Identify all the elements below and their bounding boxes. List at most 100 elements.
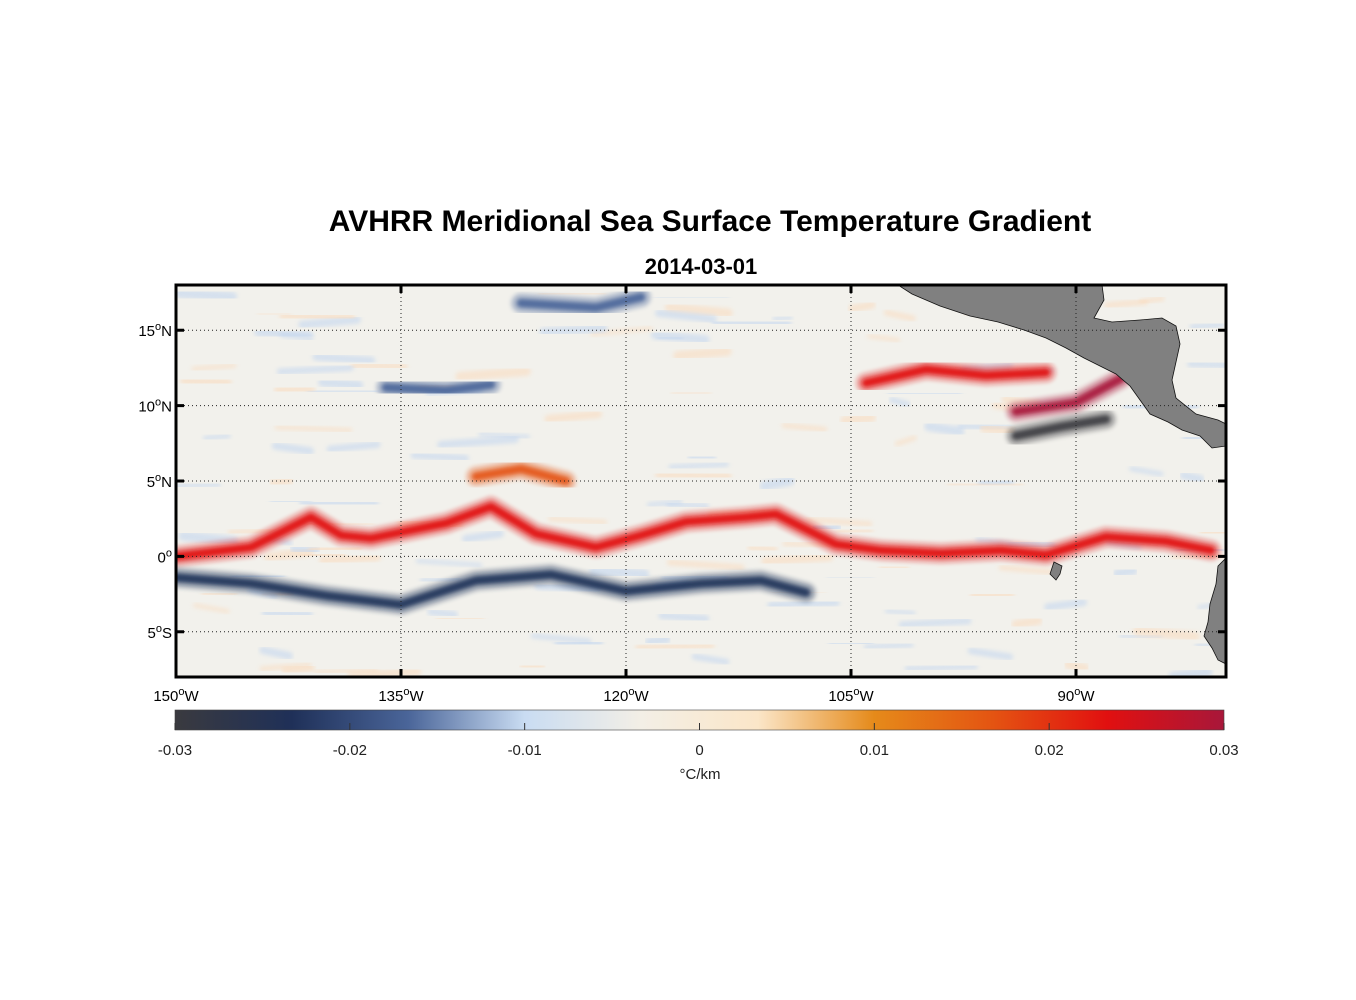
texture-streak [711, 318, 792, 327]
texture-streak [781, 422, 828, 432]
texture-streak [259, 646, 294, 660]
tick-label: 90oW [1058, 686, 1096, 705]
texture-streak [274, 425, 353, 433]
texture-streak [947, 481, 1024, 488]
colorbar-tick-label: 0.02 [1035, 742, 1064, 759]
colorbar-tick-label: 0 [695, 742, 703, 759]
tick-label: 150oW [153, 686, 199, 705]
texture-streak [201, 591, 238, 597]
texture-streak [979, 423, 1016, 436]
texture-streak [691, 653, 730, 665]
texture-streak [687, 453, 717, 462]
texture-streak [863, 642, 914, 650]
texture-streak [544, 409, 603, 424]
texture-streak [654, 309, 717, 323]
texture-streak [924, 421, 965, 437]
texture-streak [271, 442, 314, 455]
tick-label: 10oN [138, 397, 172, 416]
texture-streak [347, 667, 422, 677]
texture-streak [274, 383, 316, 396]
tick-label: 0o [158, 547, 172, 566]
tick-label: 105oW [828, 686, 874, 705]
texture-streak [668, 461, 730, 470]
texture-streak [319, 553, 381, 565]
texture-streak [590, 326, 653, 337]
texture-streak [308, 544, 363, 554]
gradient-features [176, 287, 1221, 615]
texture-streak [1044, 598, 1088, 611]
texture-streak [883, 309, 916, 322]
equatorial-warm-front [176, 502, 1216, 561]
texture-streak [176, 288, 238, 302]
texture-streak [1132, 626, 1200, 642]
grid-lines [176, 285, 1226, 677]
texture-streak [519, 662, 546, 671]
northwest-cold [516, 292, 646, 313]
texture-streak [455, 366, 531, 382]
texture-streak [1138, 296, 1165, 305]
tick-label: 120oW [603, 686, 649, 705]
texture-streak [191, 363, 237, 372]
texture-streak [1194, 642, 1226, 648]
south-cold-band [176, 570, 811, 610]
texture-streak [904, 663, 978, 672]
texture-streak [180, 375, 232, 388]
texture-streak [1179, 471, 1205, 484]
texture-streak [326, 441, 381, 453]
texture-streak [427, 608, 459, 618]
texture-streak [656, 334, 684, 342]
texture-streak [589, 565, 650, 579]
texture-streak [806, 516, 873, 527]
texture-streak [281, 663, 316, 675]
texture-streak [261, 609, 313, 618]
texture-streak [867, 334, 901, 343]
texture-streak [665, 501, 710, 509]
texture-streak [312, 353, 376, 365]
texture-streak [269, 476, 295, 488]
colorbar-ticks: -0.03 -0.02 -0.01 0 0.01 0.02 0.03 [158, 723, 1239, 759]
texture-streak [894, 435, 917, 447]
texture-streak [998, 564, 1059, 576]
north-warm-band [471, 464, 571, 486]
texture-streak [410, 451, 470, 462]
texture-streak [314, 668, 379, 675]
land-mask [897, 285, 1226, 665]
colorbar-tick-label: 0.03 [1209, 742, 1238, 759]
colorbar-tick-label: -0.02 [333, 742, 367, 759]
texture-streak [840, 413, 877, 425]
texture-streak [898, 617, 972, 628]
texture-streak [437, 435, 520, 449]
texture-streak [666, 559, 745, 571]
papagayo-cold [1011, 414, 1111, 441]
papagayo-warm [1011, 374, 1126, 417]
texture-streak [318, 377, 364, 390]
texture-streak [878, 564, 910, 571]
south-america-land [1203, 557, 1226, 665]
texture-streak [299, 499, 379, 508]
tick-label: 5oN [147, 472, 172, 491]
texture-streak [298, 551, 347, 559]
texture-streak [888, 396, 911, 408]
texture-streak [747, 544, 778, 553]
texture-streak [847, 301, 876, 313]
texture-streak [279, 311, 356, 322]
x-axis-ticks: 150oW 135oW 120oW 105oW 90oW [153, 285, 1095, 705]
texture-streak [1129, 466, 1164, 477]
colorbar-tick-label: -0.03 [158, 742, 192, 759]
texture-streak [176, 482, 221, 489]
texture-streak [1103, 298, 1149, 309]
central-america-land [897, 285, 1226, 449]
y-axis-ticks: 15oN 10oN 5oN 0o 5oS [138, 321, 1226, 642]
colorbar-tick-label: 0.01 [860, 742, 889, 759]
colorbar-label: °C/km [680, 766, 721, 783]
texture-streak [350, 361, 408, 371]
texture-streak [539, 323, 608, 337]
tick-label: 15oN [138, 321, 172, 340]
texture-streak [759, 475, 795, 491]
plot-area: 150oW 135oW 120oW 105oW 90oW 15oN 10oN 5oN 0o 5o… [138, 283, 1228, 705]
texture-streak [276, 364, 354, 375]
chart-subtitle: 2014-03-01 [644, 254, 758, 279]
texture-streak [554, 638, 604, 649]
north-cold-streak [381, 380, 496, 395]
